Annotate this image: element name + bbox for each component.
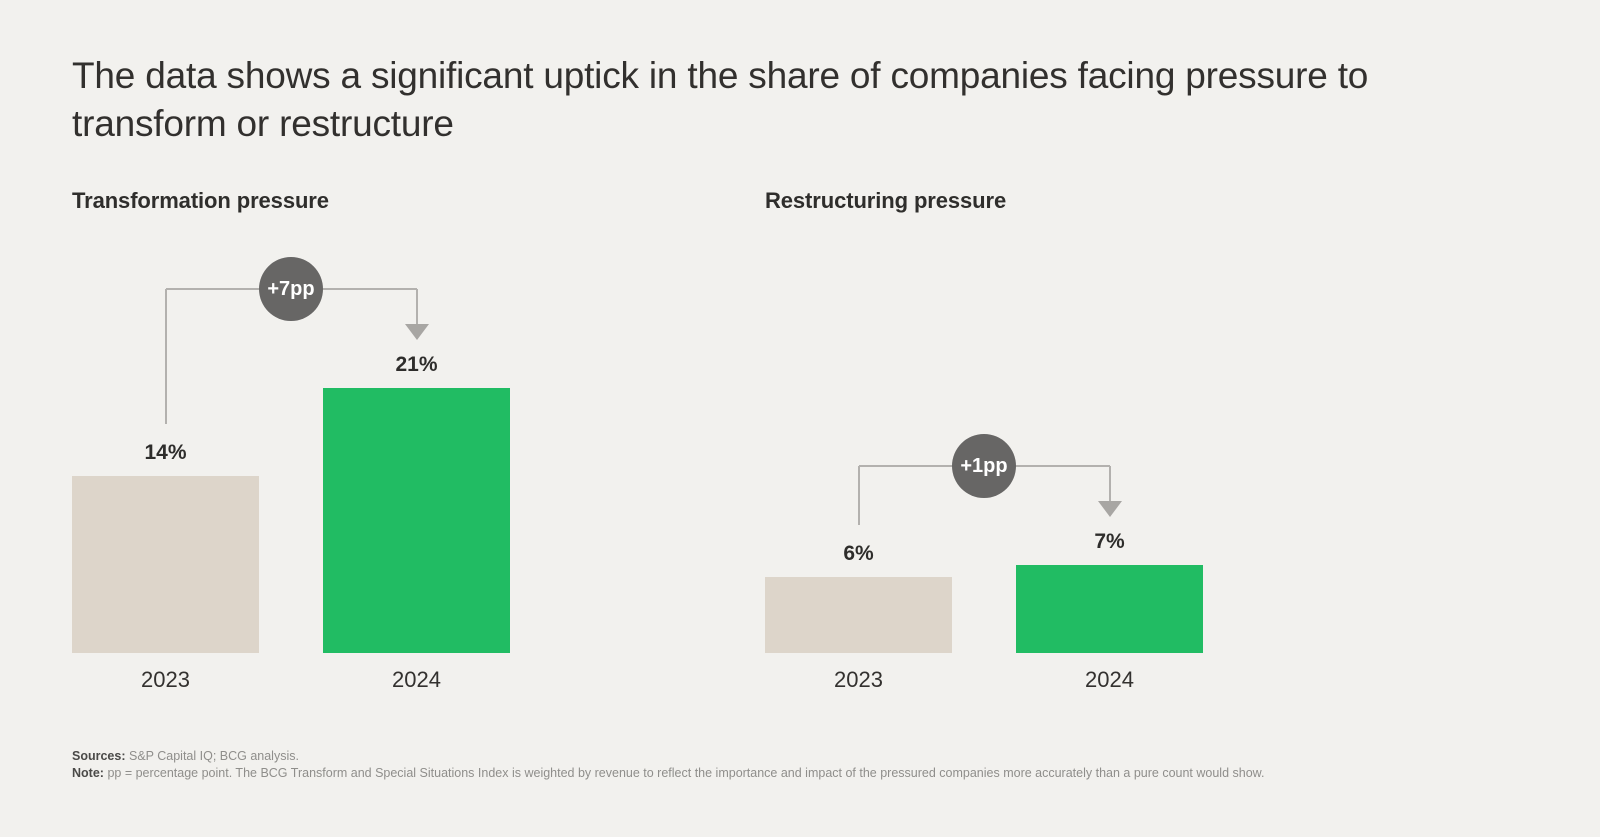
sources-line: Sources: S&P Capital IQ; BCG analysis.: [72, 748, 1264, 765]
sources-label: Sources:: [72, 749, 126, 763]
arrow-down-icon: [404, 324, 429, 340]
note-text: pp = percentage point. The BCG Transform…: [107, 766, 1265, 780]
category-label: 2024: [392, 667, 441, 692]
bar-2024: [323, 388, 510, 653]
chart-heading-transformation: Transformation pressure: [72, 188, 329, 213]
note-label: Note:: [72, 766, 104, 780]
chart-restructuring-pressure: Restructuring pressure 6% 2023 7% 2024 +1pp: [765, 188, 1275, 718]
delta-badge: +1pp: [952, 434, 1016, 498]
bar-value-label: 7%: [1094, 530, 1125, 553]
bar-2023: [72, 476, 259, 653]
bar-2024: [1016, 565, 1203, 653]
delta-connector-right-drop: [1108, 466, 1111, 501]
page-title-line1: The data shows a significant uptick in t…: [72, 55, 1369, 96]
chart-transformation-pressure: Transformation pressure 14% 2023 21% 2024 +7…: [72, 188, 582, 718]
bar-value-label: 21%: [395, 353, 438, 376]
delta-connector-left-drop: [164, 289, 167, 424]
plot-area-restructuring: 6% 2023 7% 2024 +1pp: [765, 188, 1275, 718]
category-label: 2023: [834, 667, 883, 692]
delta-badge: +7pp: [259, 257, 323, 321]
arrow-down-icon: [1097, 501, 1122, 517]
bar-2023: [765, 577, 952, 653]
bar-value-label: 14%: [144, 441, 187, 464]
page-title: The data shows a significant uptick in t…: [72, 52, 1512, 148]
delta-connector-left-drop: [857, 466, 860, 525]
category-label: 2024: [1085, 667, 1134, 692]
footnote-block: Sources: S&P Capital IQ; BCG analysis. N…: [72, 748, 1264, 782]
plot-area-transformation: 14% 2023 21% 2024 +7pp: [72, 188, 582, 718]
note-line: Note: pp = percentage point. The BCG Tra…: [72, 765, 1264, 782]
bar-value-label: 6%: [843, 542, 874, 565]
category-label: 2023: [141, 667, 190, 692]
sources-text: S&P Capital IQ; BCG analysis.: [128, 749, 299, 763]
page-title-line2: transform or restructure: [72, 103, 454, 144]
delta-connector-right-drop: [415, 289, 418, 324]
chart-heading-restructuring: Restructuring pressure: [765, 188, 1007, 213]
